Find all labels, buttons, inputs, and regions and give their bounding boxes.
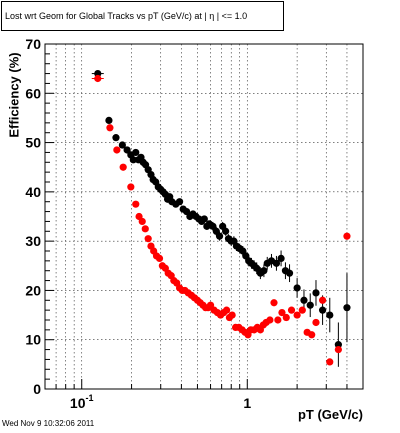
data-point — [175, 198, 184, 206]
data-point — [272, 259, 281, 267]
data-point — [127, 183, 135, 191]
x-tick-base: 10 — [70, 395, 86, 411]
data-point — [270, 299, 278, 307]
data-point — [293, 284, 301, 292]
y-tick-label: 0 — [33, 381, 41, 397]
data-marks — [91, 69, 351, 367]
data-point — [326, 358, 334, 366]
y-tick-label: 40 — [25, 184, 41, 200]
data-point — [123, 146, 131, 154]
data-point — [308, 331, 316, 339]
data-point — [132, 200, 140, 208]
data-point — [222, 227, 230, 235]
y-tick-label: 10 — [25, 332, 41, 348]
data-point — [274, 316, 282, 324]
grid — [44, 44, 364, 389]
data-point — [312, 318, 320, 327]
data-point — [334, 345, 342, 354]
data-point — [326, 311, 334, 319]
data-point — [105, 116, 113, 124]
data-point — [300, 296, 308, 304]
data-point — [318, 306, 327, 314]
data-point — [293, 311, 301, 319]
x-tick-exponent: -1 — [86, 393, 94, 403]
data-point — [287, 306, 296, 314]
data-point — [306, 301, 314, 309]
x-axis-label: pT (GeV/c) — [297, 407, 363, 422]
data-point — [138, 217, 146, 226]
data-point — [144, 235, 152, 243]
data-point — [334, 341, 342, 349]
y-tick-label: 60 — [25, 85, 41, 101]
data-point — [215, 232, 224, 240]
timestamp: Wed Nov 9 10:32:06 2011 — [2, 419, 95, 428]
data-point — [318, 296, 327, 304]
y-tick-label: 50 — [25, 135, 41, 151]
data-point — [343, 304, 351, 312]
data-point — [312, 289, 320, 297]
data-point — [132, 148, 140, 157]
y-tick-label: 30 — [25, 233, 41, 249]
data-point — [155, 254, 164, 262]
data-point — [285, 269, 294, 277]
x-tick-label: 1 — [243, 395, 251, 411]
data-point — [112, 134, 120, 142]
data-point — [118, 141, 126, 149]
data-point — [343, 232, 351, 240]
data-point — [141, 225, 149, 233]
data-point — [298, 306, 306, 314]
data-point — [282, 313, 290, 322]
chart-title: Lost wrt Geom for Global Tracks vs pT (G… — [1, 1, 284, 31]
data-point — [260, 267, 268, 275]
data-point — [113, 146, 121, 154]
x-tick-label: 10-1 — [70, 393, 94, 411]
data-point — [253, 264, 261, 272]
data-point — [278, 309, 286, 317]
data-point — [106, 124, 114, 132]
series-red — [94, 74, 351, 366]
data-point — [129, 156, 137, 164]
y-axis-label: Efficiency (%) — [6, 52, 22, 138]
data-point — [228, 311, 236, 319]
y-tick-label: 20 — [25, 282, 41, 298]
data-point — [119, 163, 127, 171]
series-black — [94, 69, 351, 367]
data-point — [222, 306, 231, 314]
data-point — [266, 316, 274, 324]
y-tick-label: 70 — [25, 36, 41, 52]
data-point — [277, 254, 285, 262]
data-point — [200, 215, 208, 223]
